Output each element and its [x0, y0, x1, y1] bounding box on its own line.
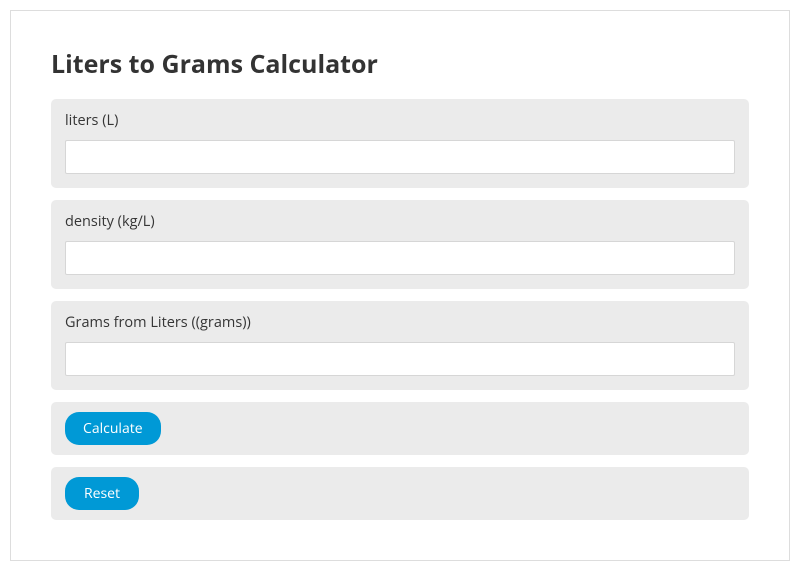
- result-field-group: Grams from Liters ((grams)): [51, 301, 749, 390]
- page-title: Liters to Grams Calculator: [51, 47, 749, 81]
- result-input[interactable]: [65, 342, 735, 376]
- liters-label: liters (L): [65, 111, 735, 130]
- calculator-panel: Liters to Grams Calculator liters (L) de…: [10, 10, 790, 561]
- density-field-group: density (kg/L): [51, 200, 749, 289]
- reset-row: Reset: [51, 467, 749, 520]
- result-label: Grams from Liters ((grams)): [65, 313, 735, 332]
- calculate-button[interactable]: Calculate: [65, 412, 161, 445]
- reset-button[interactable]: Reset: [65, 477, 139, 510]
- density-label: density (kg/L): [65, 212, 735, 231]
- density-input[interactable]: [65, 241, 735, 275]
- calculate-row: Calculate: [51, 402, 749, 455]
- liters-input[interactable]: [65, 140, 735, 174]
- liters-field-group: liters (L): [51, 99, 749, 188]
